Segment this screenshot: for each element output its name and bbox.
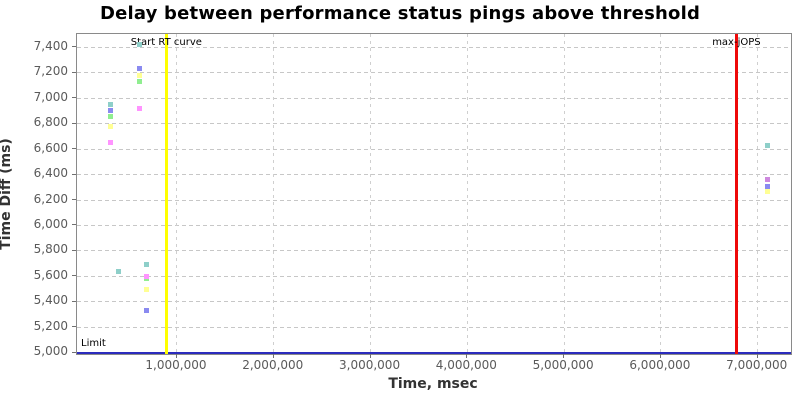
data-point-green: [107, 114, 113, 120]
y-tick-label: 7,400: [33, 38, 68, 53]
x-tick-label: 2,000,000: [242, 358, 304, 372]
y-tick-mark: [72, 224, 76, 226]
y-tick-label: 6,600: [33, 140, 68, 155]
x-tick-label: 4,000,000: [435, 358, 497, 372]
data-point-teal: [764, 143, 770, 149]
y-tick-mark: [72, 71, 76, 73]
v-gridline: [660, 34, 662, 354]
y-tick-mark: [72, 148, 76, 150]
max-jops-label: max-jOPS: [712, 37, 761, 48]
v-gridline: [370, 34, 372, 354]
y-tick-mark: [72, 46, 76, 48]
start-rt-line: [164, 34, 168, 354]
y-tick-mark: [72, 300, 76, 302]
y-tick-label: 7,000: [33, 89, 68, 104]
y-tick-label: 5,800: [33, 242, 68, 257]
v-gridline: [757, 34, 759, 354]
v-gridline: [563, 34, 565, 354]
data-point-magenta: [144, 273, 150, 279]
x-tick-label: 6,000,000: [629, 358, 691, 372]
x-tick-label: 1,000,000: [145, 358, 207, 372]
y-tick-mark: [72, 249, 76, 251]
y-tick-label: 5,200: [33, 318, 68, 333]
h-gridline: [77, 97, 791, 99]
data-point-yellow: [136, 72, 142, 78]
y-tick-mark: [72, 326, 76, 328]
y-tick-label: 5,600: [33, 267, 68, 282]
h-gridline: [77, 275, 791, 277]
x-tick-label: 3,000,000: [339, 358, 401, 372]
x-tick-mark: [659, 354, 661, 358]
y-tick-label: 6,400: [33, 166, 68, 181]
y-tick-mark: [72, 199, 76, 201]
h-gridline: [77, 199, 791, 201]
h-gridline: [77, 224, 791, 226]
data-point-green: [144, 276, 150, 282]
y-tick-label: 5,000: [33, 344, 68, 359]
y-tick-mark: [72, 97, 76, 99]
h-gridline: [77, 301, 791, 303]
data-point-yellow: [107, 123, 113, 129]
h-gridline: [77, 326, 791, 328]
data-point-teal: [136, 42, 142, 48]
data-point-orchid: [764, 176, 770, 182]
x-tick-mark: [272, 354, 274, 358]
x-tick-label: 5,000,000: [532, 358, 594, 372]
plot-area: Limit Start RT curve max-jOPS: [76, 33, 792, 355]
data-point-yellow: [144, 287, 150, 293]
h-gridline: [77, 123, 791, 125]
y-tick-label: 5,400: [33, 293, 68, 308]
y-tick-mark: [72, 351, 76, 353]
data-point-teal: [107, 102, 113, 108]
h-gridline: [77, 250, 791, 252]
x-tick-mark: [175, 354, 177, 358]
y-tick-label: 7,200: [33, 64, 68, 79]
x-tick-label: 7,000,000: [726, 358, 788, 372]
data-point-periwinkle: [107, 107, 113, 113]
data-point-green: [136, 78, 142, 84]
start-rt-label: Start RT curve: [130, 37, 202, 48]
chart-title: Delay between performance status pings a…: [99, 3, 701, 24]
v-gridline: [466, 34, 468, 354]
y-tick-label: 6,800: [33, 115, 68, 130]
data-point-teal: [116, 269, 122, 275]
v-gridline: [273, 34, 275, 354]
x-tick-mark: [756, 354, 758, 358]
x-tick-mark: [369, 354, 371, 358]
limit-line: [77, 351, 791, 354]
y-tick-label: 6,000: [33, 216, 68, 231]
data-point-yellow: [764, 189, 770, 195]
max-jops-line: [734, 34, 738, 354]
data-point-periwinkle: [144, 307, 150, 313]
data-point-periwinkle: [764, 183, 770, 189]
y-tick-label: 6,200: [33, 191, 68, 206]
h-gridline: [77, 46, 791, 48]
h-gridline: [77, 148, 791, 150]
data-point-magenta: [107, 139, 113, 145]
x-tick-mark: [563, 354, 565, 358]
v-gridline: [176, 34, 178, 354]
x-axis-title: Time, msec: [388, 376, 478, 392]
h-gridline: [77, 174, 791, 176]
y-tick-mark: [72, 122, 76, 124]
data-point-magenta: [136, 105, 142, 111]
h-gridline: [77, 72, 791, 74]
x-tick-mark: [466, 354, 468, 358]
data-point-periwinkle: [136, 66, 142, 72]
data-point-teal: [144, 262, 150, 268]
y-tick-mark: [72, 173, 76, 175]
limit-label: Limit: [81, 337, 106, 349]
y-tick-mark: [72, 275, 76, 277]
